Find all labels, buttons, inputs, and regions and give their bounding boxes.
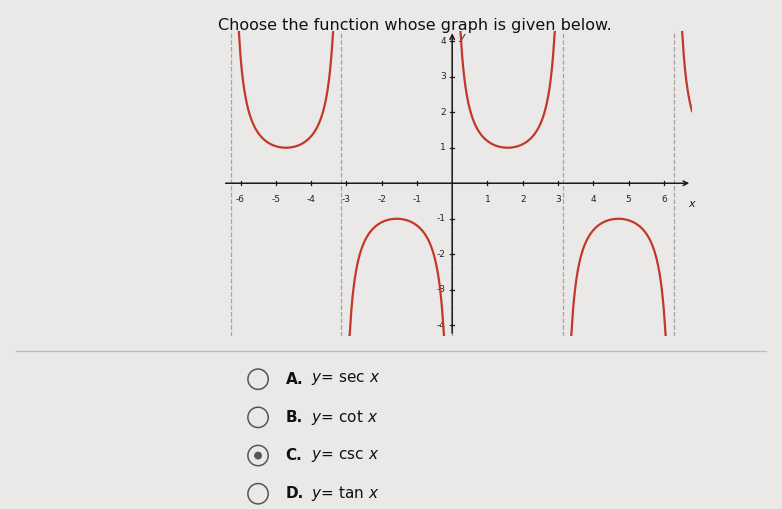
Text: $y$= tan $x$: $y$= tan $x$: [307, 484, 380, 503]
Text: -4: -4: [437, 321, 446, 330]
Text: $y$= cot $x$: $y$= cot $x$: [307, 408, 378, 427]
Text: 2: 2: [440, 108, 446, 117]
Text: 3: 3: [555, 194, 561, 204]
Text: D.: D.: [285, 486, 303, 501]
Text: x: x: [688, 199, 695, 209]
Text: -6: -6: [236, 194, 245, 204]
Text: -2: -2: [437, 250, 446, 259]
Text: C.: C.: [285, 448, 302, 463]
Text: y: y: [458, 32, 465, 42]
Text: 4: 4: [440, 37, 446, 46]
Text: -1: -1: [412, 194, 421, 204]
Text: Choose the function whose graph is given below.: Choose the function whose graph is given…: [217, 18, 612, 33]
Text: -5: -5: [271, 194, 280, 204]
Text: 1: 1: [440, 143, 446, 152]
Text: B.: B.: [285, 410, 303, 425]
Text: -2: -2: [377, 194, 386, 204]
Text: -3: -3: [437, 285, 446, 294]
Text: 3: 3: [440, 72, 446, 81]
Text: -4: -4: [307, 194, 315, 204]
Text: A.: A.: [285, 372, 303, 387]
Text: 4: 4: [590, 194, 596, 204]
Text: 2: 2: [520, 194, 526, 204]
Text: 1: 1: [485, 194, 490, 204]
Text: -1: -1: [437, 214, 446, 223]
Text: $y$= sec $x$: $y$= sec $x$: [307, 371, 381, 387]
Text: $y$= csc $x$: $y$= csc $x$: [307, 447, 379, 464]
Text: -3: -3: [342, 194, 351, 204]
Text: 6: 6: [661, 194, 667, 204]
Text: 5: 5: [626, 194, 631, 204]
